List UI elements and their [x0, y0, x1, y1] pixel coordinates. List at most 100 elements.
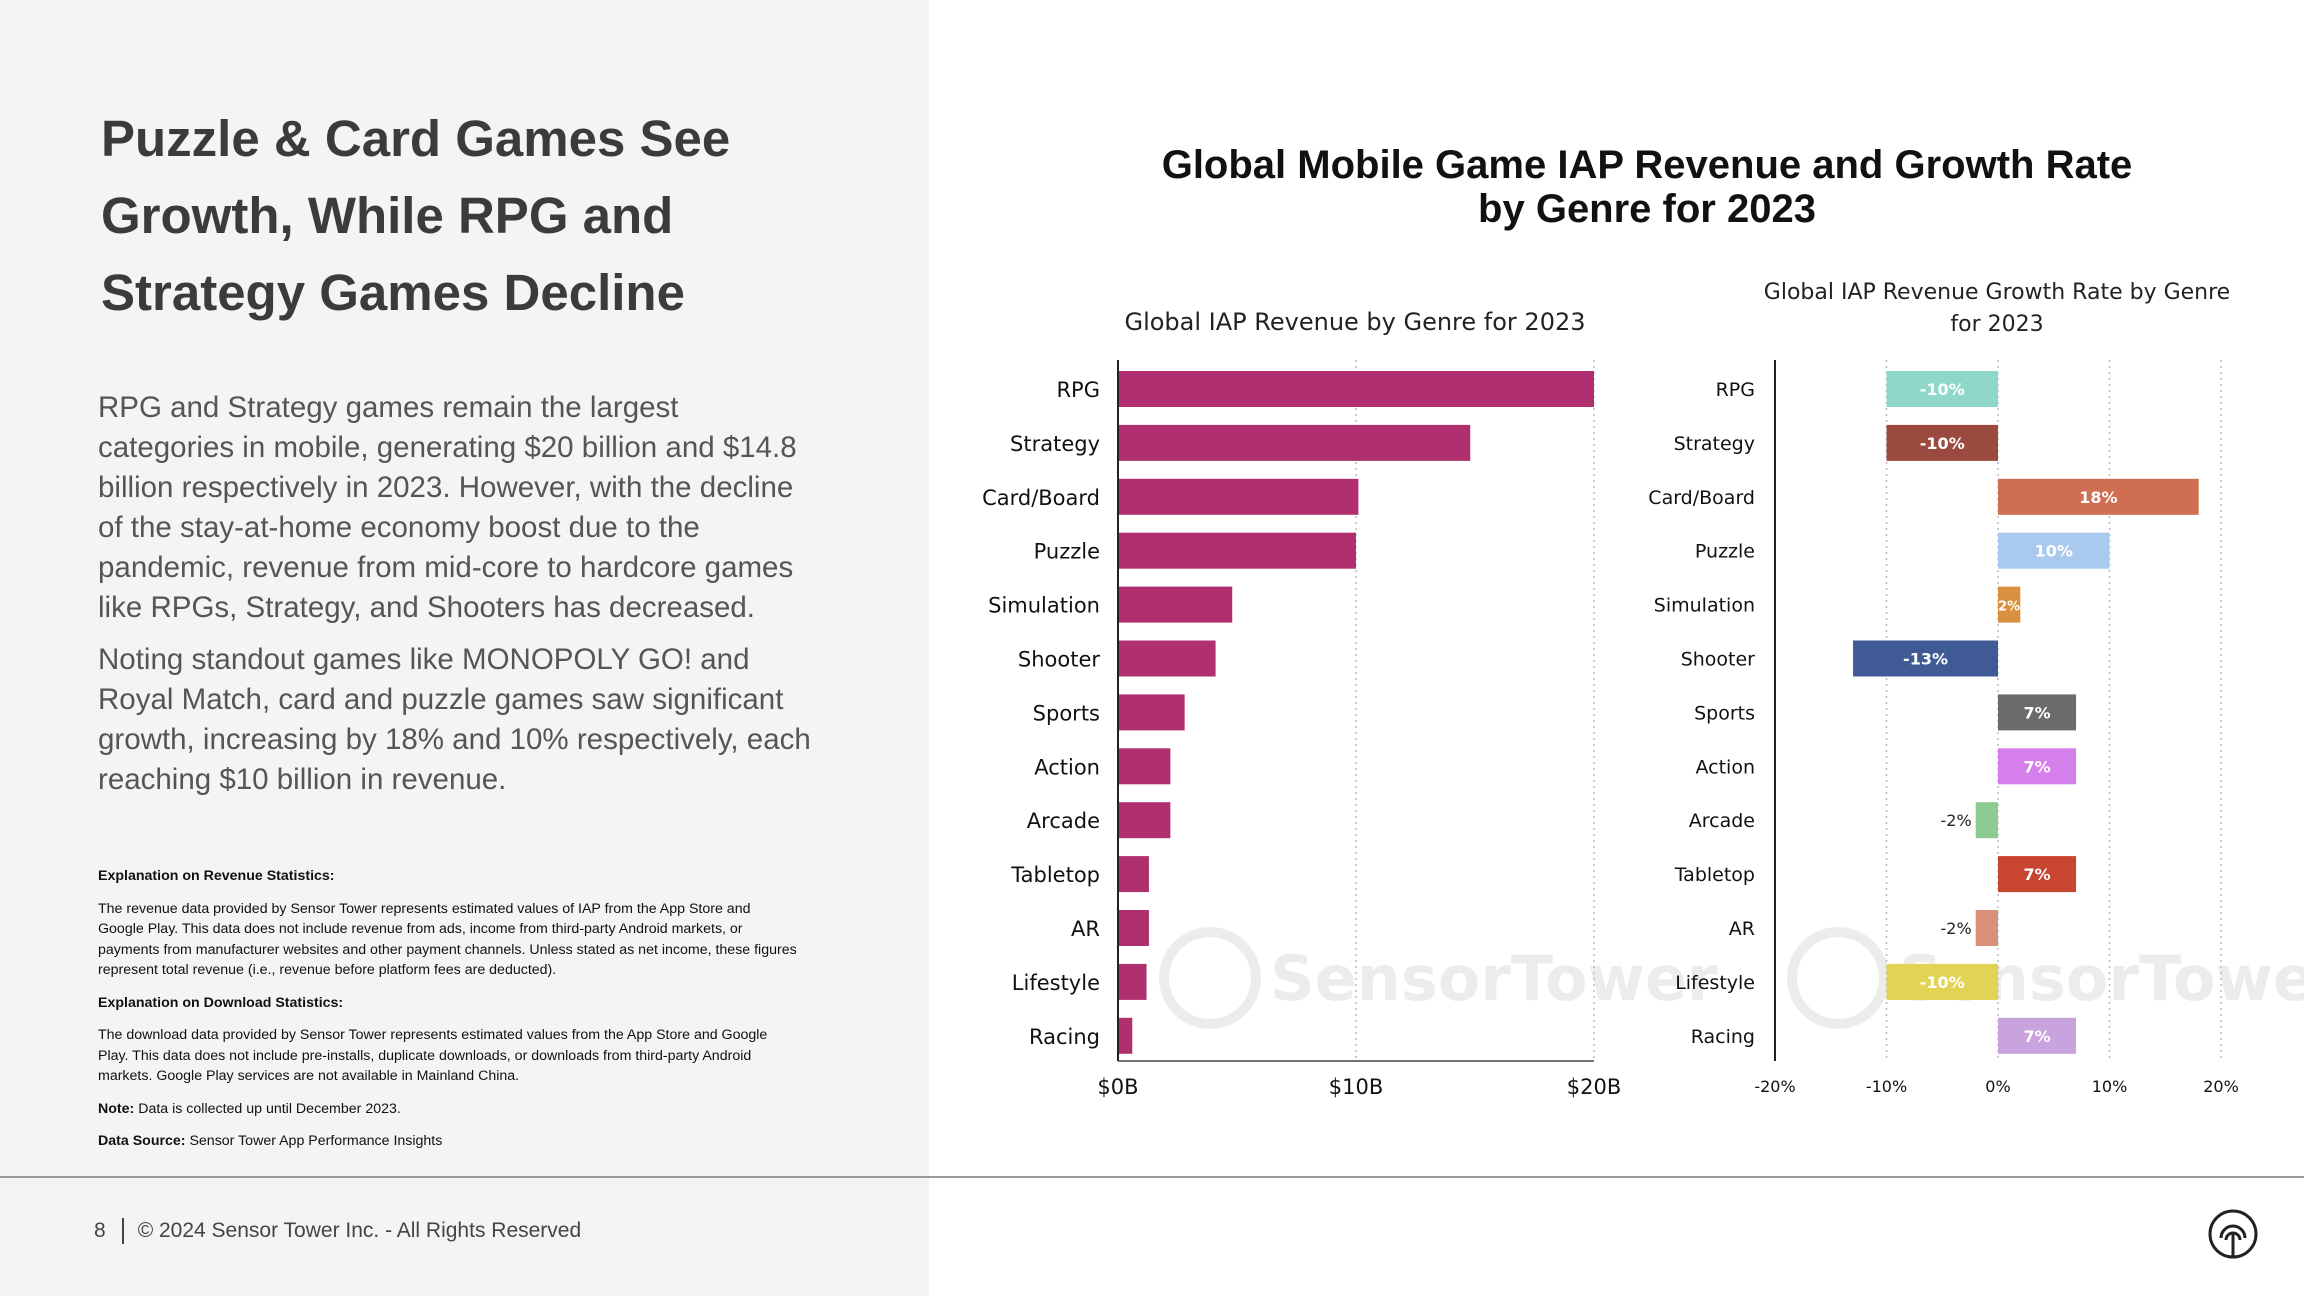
revenue-bar — [1119, 802, 1171, 839]
category-label: Strategy — [1010, 432, 1100, 456]
category-label: Simulation — [1654, 595, 1755, 617]
paragraph: Noting standout games like MONOPOLY GO! … — [98, 643, 811, 796]
copyright: © 2024 Sensor Tower Inc. - All Rights Re… — [137, 1219, 582, 1242]
category-label: Shooter — [1018, 648, 1100, 672]
revenue-bar — [1119, 856, 1149, 893]
category-label: Racing — [1691, 1026, 1755, 1048]
data-label: 7% — [2023, 757, 2050, 776]
growth-bar — [1975, 802, 1998, 839]
data-label: -10% — [1920, 380, 1965, 399]
growth-bar — [1998, 748, 2077, 785]
x-tick-label: 20% — [2203, 1077, 2239, 1096]
revenue-bar — [1119, 586, 1233, 623]
category-label: Arcade — [1689, 810, 1755, 832]
category-label: Strategy — [1674, 433, 1755, 455]
revenue-bar — [1119, 694, 1185, 731]
footer-separator — [121, 1218, 124, 1244]
page-title: Puzzle & Card Games See Growth, While RP… — [101, 110, 731, 321]
growth-bar — [1998, 586, 2021, 623]
growth-bar — [1998, 532, 2110, 569]
footer-divider — [0, 1176, 2304, 1178]
revenue-bar — [1119, 424, 1471, 461]
growth-bar — [1975, 910, 1998, 946]
x-tick-label: $10B — [1329, 1075, 1384, 1099]
category-label: Action — [1695, 756, 1755, 778]
note: Note: Data is collected up until Decembe… — [98, 1099, 798, 1120]
growth-bar — [1886, 963, 1998, 1000]
revenue-bar — [1119, 532, 1356, 569]
footer: 8 © 2024 Sensor Tower Inc. - All Rights … — [94, 1218, 581, 1244]
x-tick-label: 0% — [1985, 1077, 2010, 1096]
sensor-tower-logo-icon — [2208, 1209, 2258, 1259]
growth-bar — [1998, 694, 2077, 731]
paragraph: RPG and Strategy games remain the larges… — [98, 391, 797, 624]
data-label: -10% — [1920, 973, 1965, 992]
revenue-chart: $0B $10B $20B RPG Strategy Card/Board Puzzle Si… — [982, 360, 1621, 1099]
category-label: Tabletop — [1010, 863, 1100, 887]
revenue-heading: Explanation on Revenue Statistics: — [98, 868, 335, 884]
category-label: Card/Board — [982, 486, 1100, 510]
category-label: Puzzle — [1695, 541, 1755, 563]
data-label: 7% — [2023, 703, 2050, 722]
x-tick-label: 10% — [2092, 1077, 2128, 1096]
data-label: 2% — [1998, 600, 2020, 615]
x-tick-label: -10% — [1866, 1077, 1907, 1096]
revenue-bar — [1119, 910, 1149, 946]
category-label: Action — [1034, 755, 1100, 779]
revenue-bar — [1119, 963, 1147, 1000]
data-label: -13% — [1903, 650, 1948, 669]
category-label: RPG — [1716, 379, 1755, 401]
watermark-logo-icon — [1787, 927, 1889, 1029]
category-label: Simulation — [988, 594, 1100, 618]
body-text: RPG and Strategy games remain the larges… — [98, 388, 818, 812]
growth-bar — [1886, 424, 1998, 461]
main-title-line: Global Mobile Game IAP Revenue and Growt… — [1162, 143, 2133, 187]
revenue-bar — [1119, 478, 1359, 515]
category-label: Sports — [1033, 701, 1100, 725]
category-label: Arcade — [1027, 809, 1100, 833]
growth-bar — [1886, 371, 1998, 407]
data-label: -2% — [1941, 811, 1972, 830]
footnotes: Explanation on Revenue Statistics: The r… — [98, 866, 798, 1164]
revenue-text: The revenue data provided by Sensor Towe… — [98, 900, 797, 979]
data-label: -2% — [1941, 919, 1972, 938]
x-tick-label: $0B — [1097, 1075, 1138, 1099]
data-label: -10% — [1920, 434, 1965, 453]
category-label: AR — [1729, 918, 1755, 940]
main-title-line: by Genre for 2023 — [1478, 187, 1816, 231]
source: Data Source: Sensor Tower App Performanc… — [98, 1131, 798, 1152]
category-label: Card/Board — [1648, 487, 1755, 509]
watermark-text: SensorTower — [1270, 942, 1718, 1015]
revenue-chart-title: Global IAP Revenue by Genre for 2023 — [1124, 308, 1585, 336]
growth-chart-title: Global IAP Revenue Growth Rate by Genre — [1764, 280, 2230, 305]
note-text: Data is collected up until December 2023… — [134, 1100, 401, 1117]
note-label: Note: — [98, 1100, 135, 1117]
download-text: The download data provided by Sensor Tow… — [98, 1027, 768, 1084]
data-label: 10% — [2035, 542, 2073, 561]
category-label: Tabletop — [1674, 864, 1755, 886]
watermark-logo-icon — [1159, 927, 1261, 1029]
category-label: Lifestyle — [1675, 972, 1755, 994]
revenue-bar — [1119, 640, 1216, 677]
growth-bar — [1998, 1017, 2077, 1054]
revenue-bar — [1119, 371, 1594, 407]
category-label: Lifestyle — [1012, 971, 1100, 995]
growth-bar — [1853, 640, 1998, 677]
category-label: Racing — [1029, 1025, 1100, 1049]
growth-chart-title: for 2023 — [1950, 312, 2043, 337]
growth-bar — [1998, 856, 2077, 893]
source-label: Data Source: — [98, 1133, 186, 1149]
category-label: Puzzle — [1034, 540, 1100, 564]
data-label: 18% — [2079, 488, 2117, 507]
revenue-bar — [1119, 748, 1171, 785]
data-label: 7% — [2023, 1027, 2050, 1046]
source-text: Sensor Tower App Performance Insights — [185, 1133, 443, 1149]
data-label: 7% — [2023, 865, 2050, 884]
revenue-bar — [1119, 1017, 1133, 1054]
page-number: 8 — [94, 1219, 106, 1242]
left-panel — [0, 0, 929, 1296]
category-label: Shooter — [1681, 649, 1755, 671]
x-tick-label: -20% — [1754, 1077, 1795, 1096]
growth-chart: -20% -10% 0% 10% 20% RPG -10% Strategy -10% Card/… — [1648, 360, 2239, 1096]
